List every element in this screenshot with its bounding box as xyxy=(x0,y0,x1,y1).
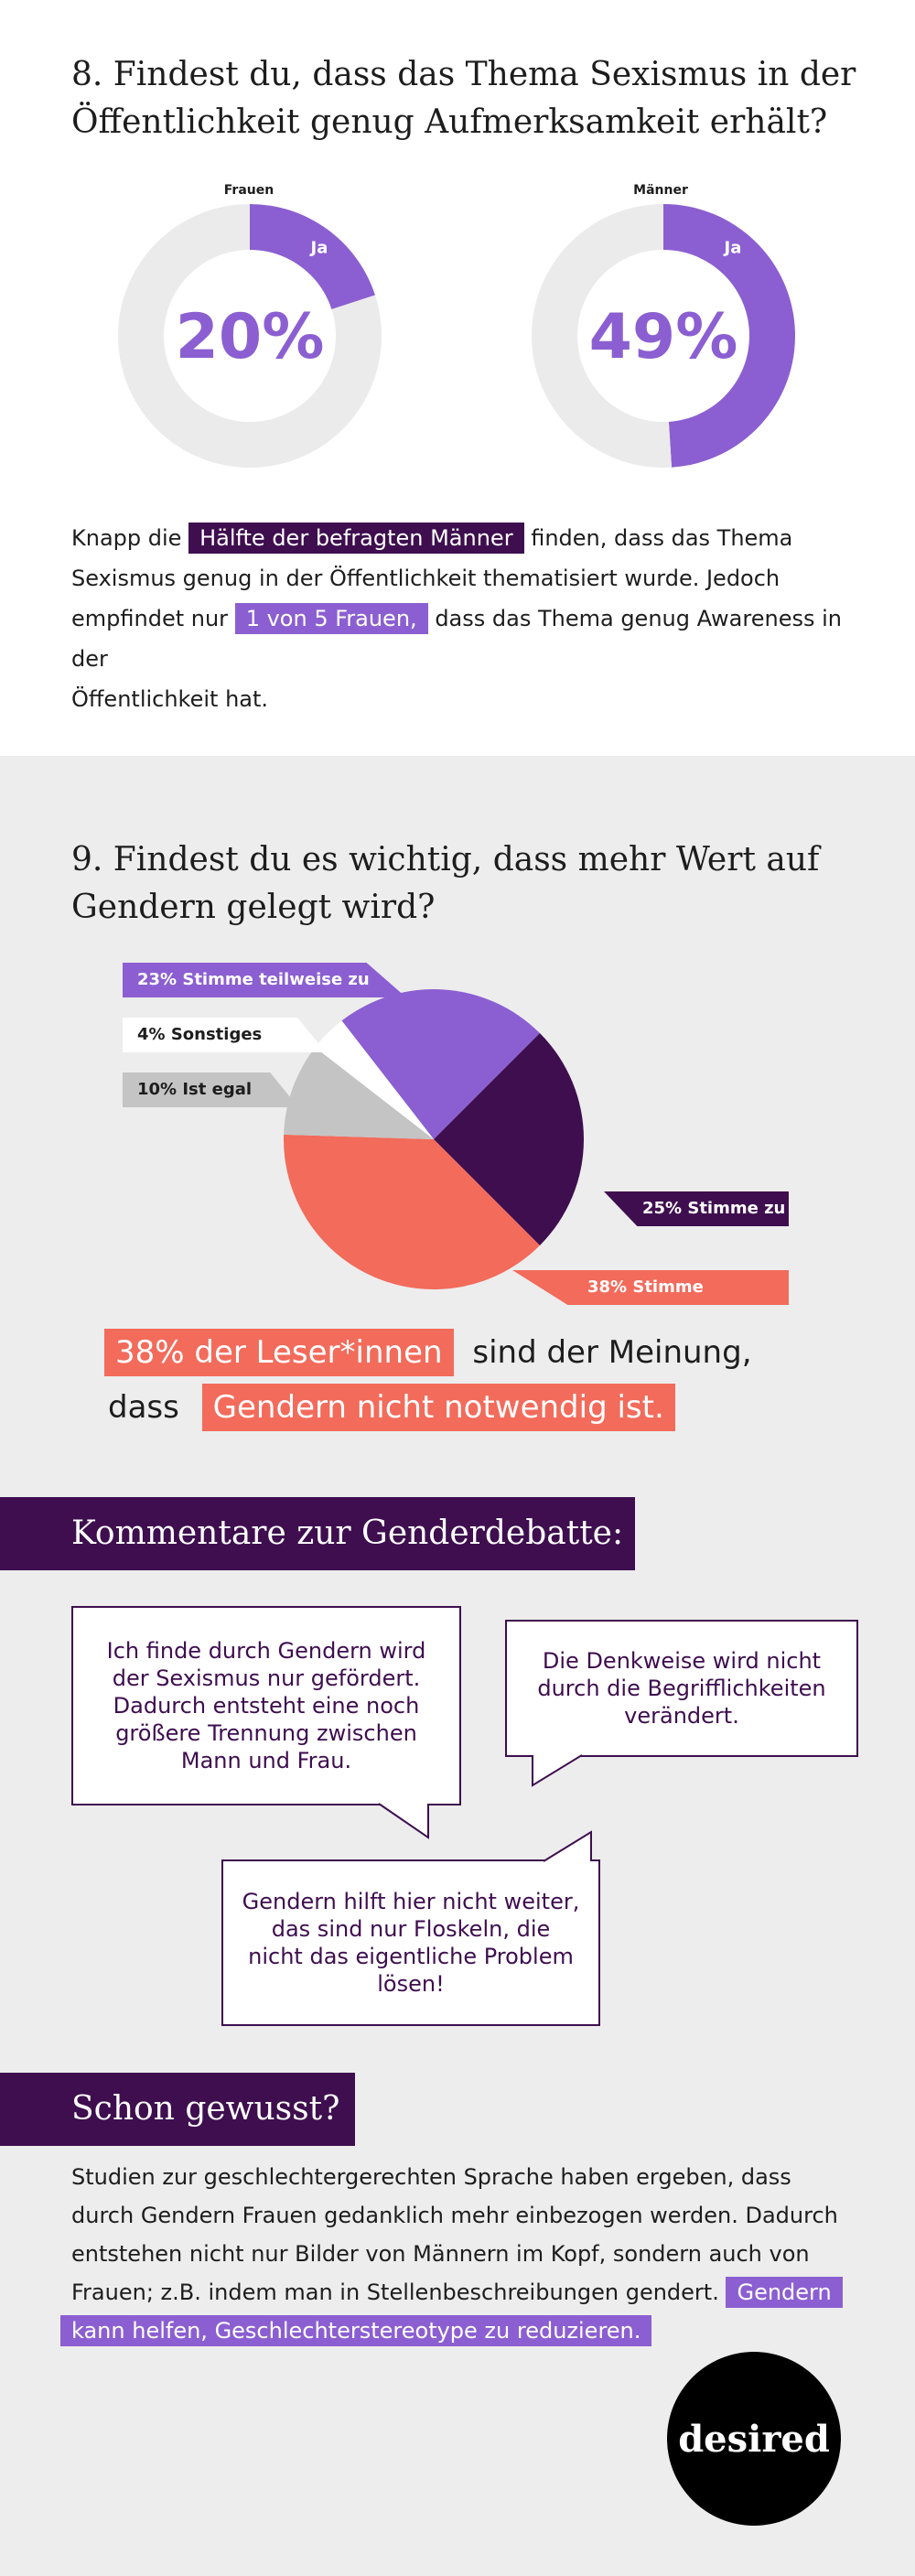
pie-slice-teilweise-zu xyxy=(341,989,540,1139)
pie-slice-stimme-zu xyxy=(434,1033,584,1245)
highlight-stereotype: kann helfen, Geschlechterstereotype zu r… xyxy=(60,2315,652,2346)
q8-text-line-2: Sexismus genug in der Öffentlichkeit the… xyxy=(71,566,780,591)
callout-stimme-dagegen: 38% Stimme dagegen xyxy=(512,1270,789,1305)
pie-slice-sonstiges xyxy=(315,1020,434,1139)
donut-maenner-title: Männer xyxy=(633,183,688,198)
question-8-text: Knapp die Hälfte der befragten Männer fi… xyxy=(71,518,858,719)
fact-text-line: entstehen nicht nur Bilder von Männern i… xyxy=(71,2241,810,2267)
fact-text-line: Studien zur geschlechtergerechten Sprach… xyxy=(71,2164,791,2190)
donut-frauen-ja-label: Ja xyxy=(309,239,328,258)
pie-slice-ist-egal xyxy=(284,1047,434,1139)
donut-chart-frauen: Ja 20% xyxy=(117,204,382,468)
highlight-gendern: Gendern xyxy=(726,2277,843,2308)
comments-banner: Kommentare zur Genderdebatte: xyxy=(0,1497,635,1570)
comment-bubble-2-tail xyxy=(532,1754,583,1787)
question-8-title-line-1: 8. Findest du, dass das Thema Sexismus i… xyxy=(71,56,856,93)
fact-text-part: Frauen; z.B. indem man in Stellenbeschre… xyxy=(71,2280,719,2305)
callout-sonstiges: 4% Sonstiges xyxy=(123,1018,326,1052)
fact-banner: Schon gewusst? xyxy=(0,2073,355,2146)
q9-statement-line-1: 38% der Leser*innen sind der Meinung, xyxy=(104,1327,752,1378)
callout-stimme-zu: 25% Stimme zu xyxy=(604,1191,789,1226)
q8-text-part: finden, dass das Thema xyxy=(531,525,793,551)
callout-stimme-teilweise-zu: 23% Stimme teilweise zu xyxy=(123,963,406,997)
question-8-title: 8. Findest du, dass das Thema Sexismus i… xyxy=(71,51,877,146)
donut-maenner-hole xyxy=(577,250,749,422)
donut-chart-maenner: Ja 49% xyxy=(532,204,796,468)
question-9-title: 9. Findest du es wichtig, dass mehr Wert… xyxy=(71,836,877,932)
comment-bubble-2: Die Denkweise wird nicht durch die Begri… xyxy=(505,1620,858,1757)
question-9-title-line-2: Gendern gelegt wird? xyxy=(71,889,436,926)
highlight-38-percent: 38% der Leser*innen xyxy=(104,1329,454,1376)
donut-frauen-hole xyxy=(164,250,336,422)
donut-frauen-center-value: 20% xyxy=(176,301,325,373)
donut-frauen-title: Frauen xyxy=(223,183,274,198)
fact-text-line: Frauen; z.B. indem man in Stellenbeschre… xyxy=(71,2273,858,2312)
callout-ist-egal: 10% Ist egal xyxy=(123,1072,298,1107)
q8-text-part: Knapp die xyxy=(71,525,182,551)
q8-text-part: dass das Thema genug Awareness in der xyxy=(71,606,842,672)
comment-bubble-3-tail xyxy=(543,1830,592,1862)
q9-statement-part: sind der Meinung, xyxy=(472,1334,752,1371)
fact-text-line: kann helfen, Geschlechterstereotype zu r… xyxy=(60,2312,858,2350)
q8-text-part: empfindet nur xyxy=(71,606,229,631)
comment-bubble-1: Ich finde durch Gendern wird der Sexismu… xyxy=(71,1606,461,1805)
q8-text-line-3: empfindet nur 1 von 5 Frauen, dass das T… xyxy=(71,598,858,679)
fact-banner-title: Schon gewusst? xyxy=(71,2090,340,2128)
q8-text-line-4: Öffentlichkeit hat. xyxy=(71,686,269,712)
comment-bubble-3: Gendern hilft hier nicht weiter, das sin… xyxy=(221,1859,600,2026)
desired-logo: desired xyxy=(667,2352,841,2526)
pie-slice-dagegen xyxy=(284,1134,540,1289)
fact-text: Studien zur geschlechtergerechten Sprach… xyxy=(60,2158,858,2350)
donut-maenner-ja-label: Ja xyxy=(723,239,742,258)
highlight-half-men: Hälfte der befragten Männer xyxy=(188,523,524,554)
highlight-one-of-five-women: 1 von 5 Frauen, xyxy=(234,603,428,634)
highlight-gendern-nicht-notwendig: Gendern nicht notwendig ist. xyxy=(201,1384,675,1431)
q9-statement-part: dass xyxy=(108,1389,179,1426)
pie-chart-gendern xyxy=(284,989,584,1289)
q9-statement-line-2: dass Gendern nicht notwendig ist. xyxy=(108,1382,675,1433)
donut-maenner-center-value: 49% xyxy=(589,301,738,373)
question-8-title-line-2: Öffentlichkeit genug Aufmerksamkeit erhä… xyxy=(71,103,828,141)
comment-bubble-1-tail xyxy=(378,1803,429,1839)
fact-text-line: durch Gendern Frauen gedanklich mehr ein… xyxy=(71,2203,838,2228)
q8-text-line-1: Knapp die Hälfte der befragten Männer fi… xyxy=(71,518,858,558)
comments-banner-title: Kommentare zur Genderdebatte: xyxy=(71,1514,624,1552)
question-9-title-line-1: 9. Findest du es wichtig, dass mehr Wert… xyxy=(71,841,820,878)
